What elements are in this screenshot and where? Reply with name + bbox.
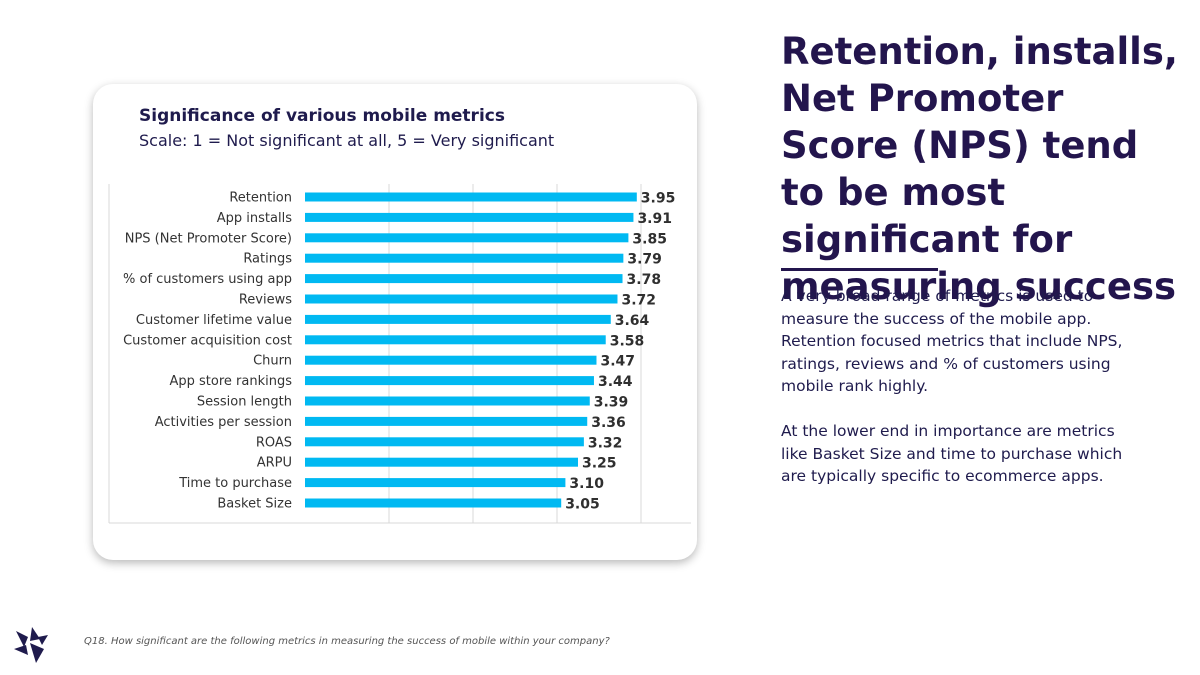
value-label: 3.44 — [598, 374, 633, 390]
bar — [305, 498, 562, 508]
value-label: 3.32 — [588, 435, 623, 451]
chart-value-labels: 3.95 3.91 3.85 3.79 3.78 3.72 3.64 3.58 3.47 3.44… — [565, 191, 675, 513]
bar — [305, 233, 629, 243]
chart-subtitle: Scale: 1 = Not significant at all, 5 = V… — [139, 131, 555, 150]
value-label: 3.91 — [637, 211, 672, 227]
category-label: Reviews — [239, 293, 292, 308]
category-label: Session length — [197, 395, 292, 410]
bar — [305, 457, 578, 467]
value-label: 3.72 — [621, 293, 656, 309]
category-label: Activities per session — [155, 415, 292, 430]
category-label: Basket Size — [217, 497, 292, 512]
value-label: 3.64 — [615, 313, 650, 329]
value-label: 3.79 — [627, 252, 662, 268]
category-label: NPS (Net Promoter Score) — [125, 231, 292, 246]
value-label: 3.95 — [641, 191, 676, 207]
chart-bars — [305, 192, 637, 508]
bar — [305, 437, 584, 447]
category-label: App installs — [217, 211, 292, 226]
chart-category-labels: Retention App installs NPS (Net Promoter S… — [123, 191, 292, 512]
value-label: 3.05 — [565, 497, 600, 513]
value-label: 3.78 — [627, 272, 662, 288]
category-label: Retention — [229, 191, 292, 206]
bar — [305, 335, 606, 345]
value-label: 3.10 — [569, 476, 604, 492]
category-label: ARPU — [257, 456, 292, 471]
value-label: 3.39 — [594, 395, 629, 411]
bar — [305, 212, 634, 222]
value-label: 3.58 — [610, 333, 645, 349]
category-label: ROAS — [256, 435, 292, 450]
category-label: Customer acquisition cost — [123, 333, 292, 348]
company-logo-icon — [14, 627, 48, 663]
bar — [305, 192, 637, 202]
value-label: 3.25 — [582, 456, 617, 472]
survey-question-footnote: Q18. How significant are the following m… — [84, 636, 610, 647]
category-label: App store rankings — [170, 374, 293, 389]
bar — [305, 396, 590, 406]
bar — [305, 314, 611, 324]
category-label: Ratings — [243, 252, 292, 267]
chart-axes — [108, 184, 691, 524]
value-label: 3.36 — [591, 415, 626, 431]
headline-divider — [781, 268, 938, 271]
bar — [305, 274, 623, 284]
bar — [305, 294, 618, 304]
body-paragraph-2: At the lower end in importance are metri… — [781, 422, 1123, 485]
value-label: 3.85 — [632, 231, 667, 247]
bar — [305, 416, 588, 426]
value-label: 3.47 — [600, 354, 635, 370]
bar — [305, 253, 624, 263]
category-label: Customer lifetime value — [136, 313, 292, 328]
bar — [305, 376, 594, 386]
category-label: % of customers using app — [123, 272, 292, 287]
category-label: Time to purchase — [178, 476, 292, 491]
chart-title: Significance of various mobile metrics — [139, 106, 505, 126]
bar — [305, 355, 597, 365]
bar — [305, 478, 566, 488]
body-paragraph-1: A very broad range of metrics is used to… — [781, 287, 1123, 395]
category-label: Churn — [253, 354, 292, 369]
page-headline: Retention, installs, Net Promoter Score … — [781, 30, 1178, 308]
